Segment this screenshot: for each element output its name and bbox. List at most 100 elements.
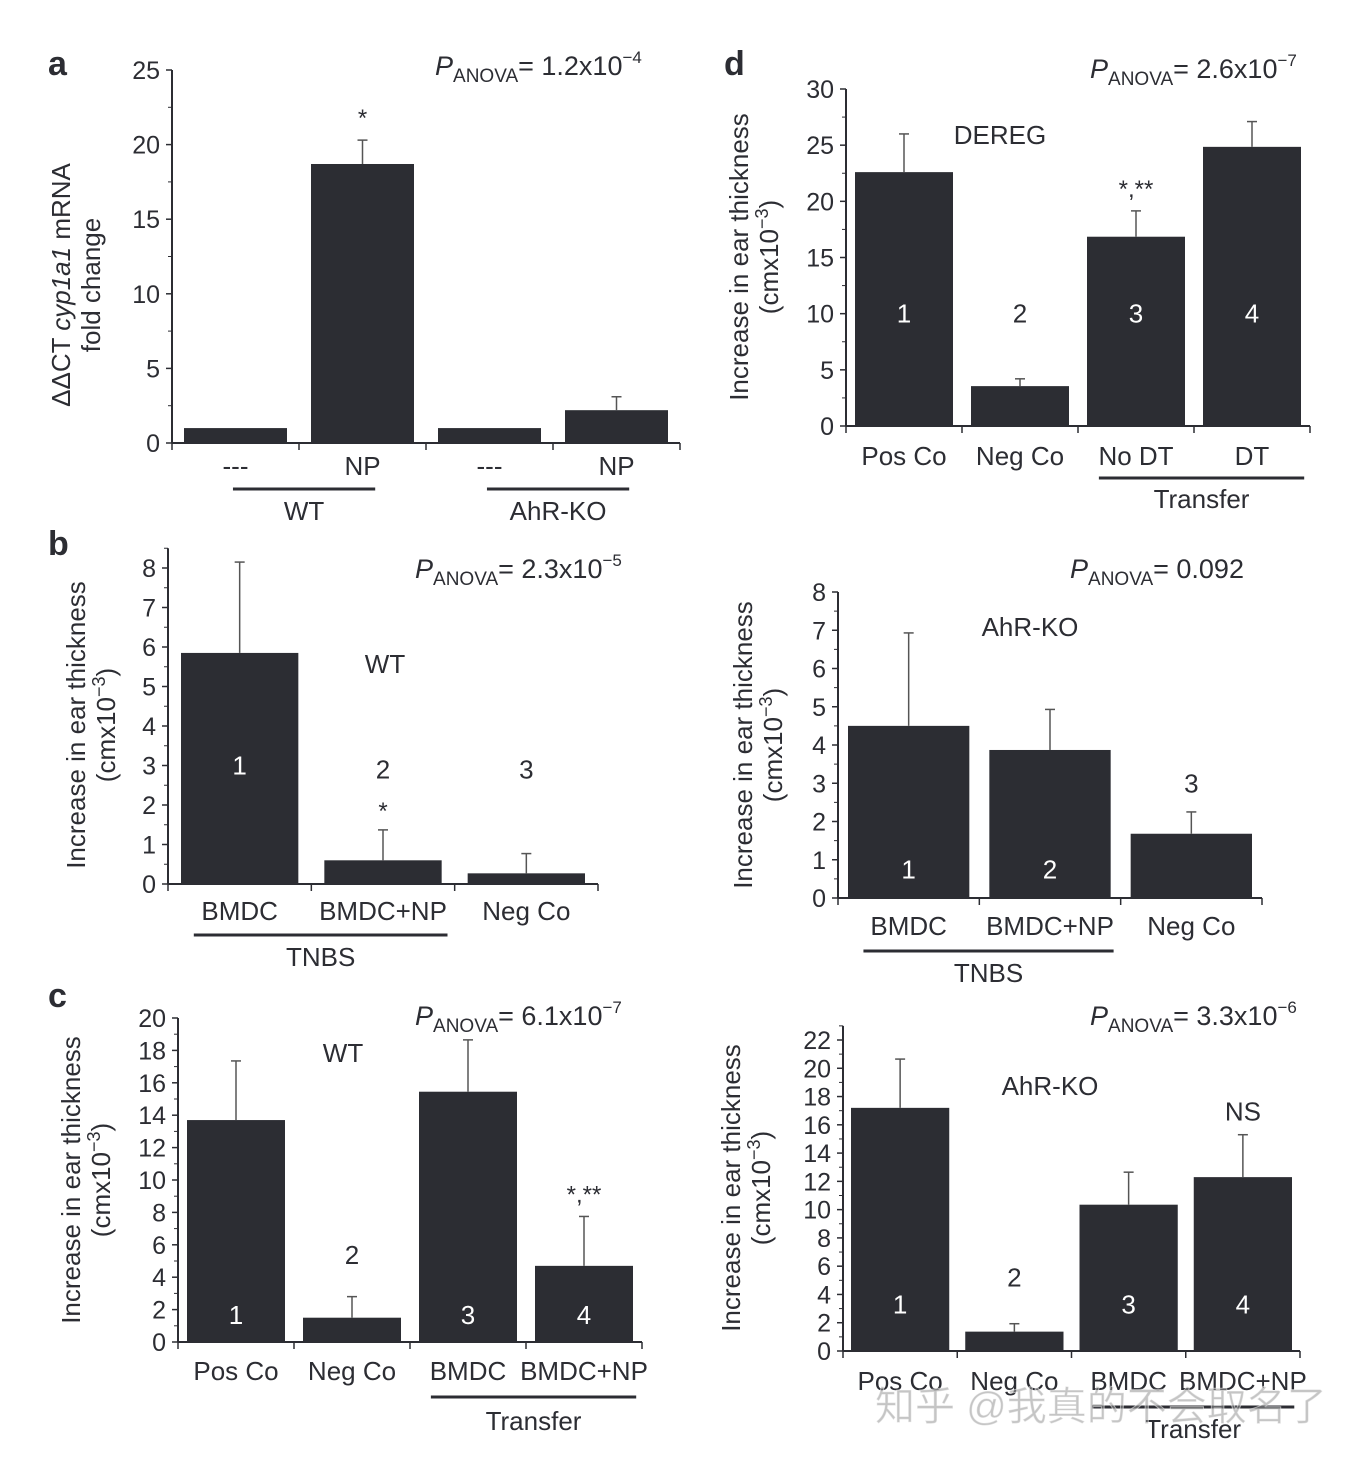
y-tick-label: 25 (132, 57, 160, 85)
y-tick-label: 0 (152, 1329, 166, 1357)
x-category-label: --- (223, 451, 249, 481)
y-tick-label: 20 (803, 1055, 831, 1083)
bar-e-1 (848, 725, 970, 898)
bar-number-label: 3 (1184, 768, 1198, 798)
group-label: Transfer (1145, 1414, 1241, 1444)
significance-annotation: *,** (1119, 176, 1154, 203)
y-tick-label: 1 (812, 847, 826, 875)
y-tick-label: 5 (146, 355, 160, 383)
bar-number-label: 1 (893, 1289, 907, 1319)
x-category-label: Neg Co (1147, 911, 1235, 941)
group-label: Transfer (1154, 484, 1250, 514)
y-tick-label: 12 (138, 1135, 166, 1163)
bar-number-label: 2 (1007, 1262, 1021, 1292)
y-tick-label: 0 (817, 1338, 831, 1366)
y-tick-label: 4 (812, 732, 826, 760)
y-tick-label: 20 (138, 1005, 166, 1033)
y-tick-label: 2 (812, 809, 826, 837)
panel-letter: a (48, 45, 68, 83)
x-category-label: BMDC+NP (986, 911, 1114, 941)
x-category-label: BMDC (870, 911, 947, 941)
bar-a-4 (565, 410, 668, 443)
bar-b-2 (324, 860, 442, 884)
x-category-label: BMDC+NP (520, 1356, 648, 1386)
bar-number-label: 4 (577, 1300, 591, 1330)
panel-c: c PANOVA= 6.1x10−7 Increase in ear thickne… (48, 977, 648, 1436)
bar-c-3 (419, 1091, 517, 1342)
panel-letter: c (48, 977, 67, 1015)
y-tick-label: 6 (812, 656, 826, 684)
y-tick-label: 2 (817, 1310, 831, 1338)
bar-number-label: 4 (1245, 299, 1259, 329)
y-tick-label: 6 (142, 634, 156, 662)
watermark-text: 知乎 @我真的不会取名了 (875, 1385, 1327, 1429)
bar-d-4 (1203, 146, 1301, 426)
x-category-label: BMDC (430, 1356, 507, 1386)
y-axis-title: Increase in ear thickness(cmx10−3) (716, 1044, 776, 1332)
bar-number-label: 2 (1043, 854, 1057, 884)
y-tick-label: 5 (820, 357, 834, 385)
bar-a-3 (438, 428, 541, 443)
y-tick-label: 2 (142, 792, 156, 820)
panel-f-ahr-ko-transfer: PANOVA= 3.3x10−6 Increase in ear thicknes… (716, 998, 1307, 1444)
panel-b: b PANOVA= 2.3x10−5 Increase in ear thickne… (48, 525, 622, 972)
strain-label: DEREG (954, 120, 1046, 150)
y-axis-title: Increase in ear thickness(cmx10−3) (61, 581, 121, 869)
panel-letter: b (48, 525, 69, 563)
y-tick-label: 2 (152, 1297, 166, 1325)
y-tick-label: 15 (132, 206, 160, 234)
significance-annotation: * (378, 798, 387, 825)
bar-b-3 (467, 873, 585, 884)
bar-d-3 (1087, 236, 1185, 426)
y-axis-title: ΔΔCT cyp1a1 mRNAfold change (46, 162, 106, 406)
bar-number-label: 3 (519, 754, 533, 784)
y-tick-label: 15 (806, 245, 834, 273)
panel-d: d PANOVA= 2.6x10−7 Increase in ear thickne… (724, 45, 1311, 514)
strain-label: WT (323, 1038, 364, 1068)
p-value-label: PANOVA= 2.6x10−7 (1090, 51, 1297, 90)
bar-a-2 (311, 163, 414, 443)
y-tick-label: 4 (817, 1281, 831, 1309)
significance-annotation: * (358, 105, 367, 132)
bar-e-2 (989, 749, 1111, 898)
bar-f-1 (851, 1107, 950, 1351)
bar-number-label: 1 (897, 299, 911, 329)
y-axis-title: Increase in ear thickness(cmx10−3) (56, 1036, 116, 1324)
y-tick-label: 1 (142, 832, 156, 860)
strain-label: AhR-KO (982, 612, 1079, 642)
bar-d-2 (971, 386, 1069, 426)
y-tick-label: 3 (812, 770, 826, 798)
group-label: AhR-KO (510, 496, 607, 526)
y-tick-label: 22 (803, 1027, 831, 1055)
p-value-label: PANOVA= 6.1x10−7 (415, 998, 622, 1037)
y-tick-label: 14 (803, 1140, 831, 1168)
group-label: WT (284, 496, 325, 526)
strain-label: WT (365, 649, 406, 679)
x-category-label: Neg Co (308, 1356, 396, 1386)
x-category-label: Pos Co (857, 1366, 942, 1396)
y-tick-label: 5 (812, 694, 826, 722)
x-category-label: BMDC (201, 896, 278, 926)
bar-number-label: 2 (376, 754, 390, 784)
y-tick-label: 10 (803, 1197, 831, 1225)
p-value-label: PANOVA= 0.092 (1070, 554, 1244, 590)
x-category-label: DT (1235, 441, 1270, 471)
y-tick-label: 7 (142, 595, 156, 623)
significance-annotation: *,** (567, 1181, 602, 1208)
y-tick-label: 0 (812, 885, 826, 913)
x-category-label: BMDC+NP (319, 896, 447, 926)
x-category-label: BMDC+NP (1179, 1366, 1307, 1396)
y-axis-title: Increase in ear thickness(cmx10−3) (728, 601, 788, 889)
y-tick-label: 4 (152, 1264, 166, 1292)
y-tick-label: 18 (138, 1037, 166, 1065)
bar-a-1 (184, 428, 287, 443)
x-category-label: Pos Co (193, 1356, 278, 1386)
p-value-label: PANOVA= 2.3x10−5 (415, 551, 622, 590)
strain-label: AhR-KO (1002, 1071, 1099, 1101)
x-category-label: Neg Co (976, 441, 1064, 471)
y-tick-label: 6 (817, 1253, 831, 1281)
bar-e-3 (1130, 833, 1252, 898)
y-tick-label: 0 (142, 871, 156, 899)
y-tick-label: 6 (152, 1232, 166, 1260)
